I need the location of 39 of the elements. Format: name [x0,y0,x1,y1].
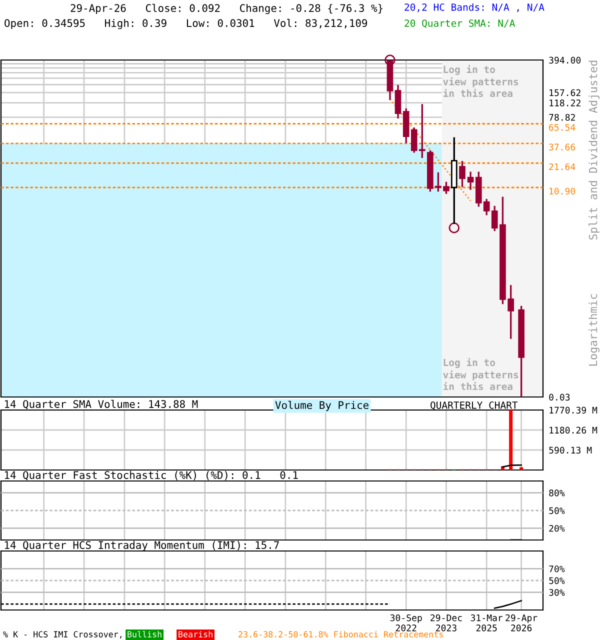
x-tick-label: 30-Sep 2022 [390,614,422,632]
y-tick-label: 78.82 [549,114,575,121]
text: 20 Quarter SMA: N/A [404,19,516,28]
text: % K - HCS IMI Crossover, [3,631,122,638]
y-tick-label: 1770.39 M [550,406,598,414]
band-label: Log in to view patterns in this area [443,65,518,98]
text: Split and Dividend Adjusted [588,60,600,240]
ref-line-label: 65.54 [549,124,576,131]
y-tick-label: 118.22 [550,100,580,106]
x-tick-label: 29-Dec 2023 [430,614,462,632]
text: 23.6-38.2-50-61.8% Fibonacci Retracements [238,630,443,638]
text: Logarithmic [588,294,600,366]
chart-title: 29-Apr-26 Close: 0.092 Change: -0.28 {-76.3 %} [70,4,382,14]
text: Bullish [128,630,162,638]
ref-line-label: 37.66 [549,144,576,150]
text: QUARTERLY CHART [430,401,518,410]
text: Log in to view patterns in this area [443,358,518,390]
chart-title: 14 Quarter Fast Stochastic (%K) (%D): 0.1 0.1 [4,470,298,480]
y-tick-label: 50% [549,507,565,514]
y-tick-label: 590.13 M [549,446,592,454]
chart-title: 14 Quarter SMA Volume: 143.88 M [4,400,198,410]
y-tick-label: 70% [549,565,565,572]
ref-line-label: 21.64 [549,163,576,170]
text: 20,2 HC Bands: N/A , N/A [404,3,544,12]
x-tick-label: 31-Mar 2025 [470,614,503,632]
y-tick-label: 20% [549,524,565,532]
y-tick-label: 30% [549,589,565,596]
x-tick-label: 29-Apr 2026 [506,614,538,632]
band-label: Volume By Price [275,400,368,412]
y-tick-label: 0.03 [549,394,570,401]
y-tick-label: 1180.26 M [550,426,598,434]
y-tick-label: 50% [549,577,565,584]
text: Bearish [178,630,212,638]
y-tick-label: 157.62 [550,89,580,96]
y-tick-label: 394.00 [549,56,581,64]
y-tick-label: 80% [549,490,565,496]
chart-subtitle: Open: 0.34595 High: 0.39 Low: 0.0301 Vol: 83,212,109 [4,18,368,30]
chart-title: 14 Quarter HCS Intraday Momentum (IMI): 15.7 [4,540,279,551]
ref-line-label: 10.90 [550,188,576,195]
